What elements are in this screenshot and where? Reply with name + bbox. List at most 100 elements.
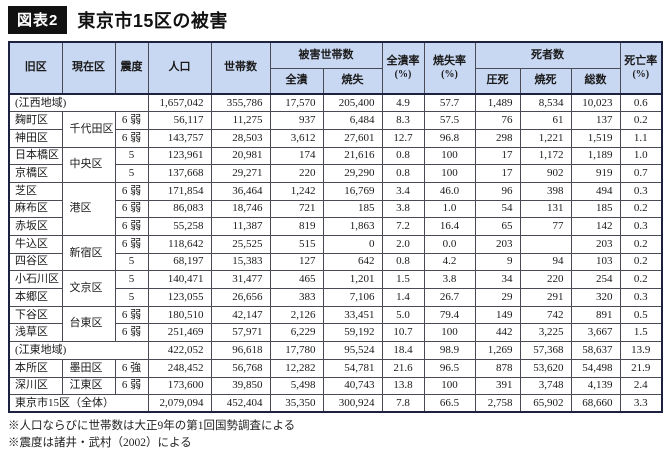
total-deaths-cell: 320	[570, 288, 621, 307]
population-cell: 1,657,042	[147, 93, 212, 113]
burn-rate-cell: 4.2	[423, 252, 476, 272]
burned-cell: 16,769	[322, 181, 383, 201]
old-ward-cell: 四谷区	[8, 252, 63, 272]
collapse-rate-cell: 2.0	[381, 235, 425, 254]
header-death-rate: 死亡率 (%)	[619, 41, 663, 95]
collapse-rate-cell: 3.8	[381, 199, 425, 219]
death-rate-cell: 0.3	[619, 217, 663, 236]
total-deaths-cell: 203	[570, 235, 621, 254]
old-ward-cell: 小石川区	[8, 270, 63, 290]
death-rate-cell: 0.2	[619, 252, 663, 272]
header-current-ward: 現在区	[61, 41, 116, 95]
death-rate-cell: 21.9	[619, 358, 663, 378]
burn-rate-cell: 98.9	[423, 341, 476, 360]
current-ward-cell: 文京区	[61, 270, 116, 307]
collapse-rate-cell: 1.5	[381, 270, 425, 290]
burn-rate-cell: 57.7	[423, 93, 476, 113]
header-crushed: 圧死	[474, 67, 521, 95]
crushed-deaths-cell: 203	[474, 235, 521, 254]
burned-deaths-cell: 3,225	[519, 323, 572, 343]
intensity-cell: 6 弱	[114, 376, 149, 396]
households-cell: 29,271	[210, 164, 271, 183]
burned-cell: 1,863	[322, 217, 383, 236]
current-ward-cell: 中央区	[61, 146, 116, 183]
population-cell: 56,117	[147, 111, 212, 130]
crushed-deaths-cell: 29	[474, 288, 521, 307]
collapsed-cell: 1,242	[269, 181, 324, 201]
burned-cell: 95,524	[322, 341, 383, 360]
header-old-ward: 旧区	[8, 41, 63, 95]
population-cell: 140,471	[147, 270, 212, 290]
collapse-rate-pct: (%)	[394, 69, 412, 80]
intensity-cell: 6 弱	[114, 128, 149, 148]
old-ward-cell: 浅草区	[8, 323, 63, 343]
collapse-rate-cell: 0.8	[381, 164, 425, 183]
table-row: 芝区 港区 6 弱 171,854 36,464 1,242 16,769 3.4 46.0 96…	[8, 181, 663, 237]
collapse-rate-cell: 1.4	[381, 288, 425, 307]
population-cell: 422,052	[147, 341, 212, 360]
collapse-rate-cell: 10.7	[381, 323, 425, 343]
collapsed-cell: 5,498	[269, 376, 324, 396]
crushed-deaths-cell: 17	[474, 164, 521, 183]
region-label-cell: 東京市15区（全体）	[8, 394, 149, 413]
death-rate-cell: 0.3	[619, 181, 663, 201]
death-rate-cell: 0.5	[619, 305, 663, 325]
total-deaths-cell: 142	[570, 217, 621, 236]
table-body: (江西地域) 1,657,042 355,786 17,570 205,400 4.9 57…	[8, 93, 663, 413]
collapse-rate-cell: 0.8	[381, 252, 425, 272]
summary-row: (江西地域) 1,657,042 355,786 17,570 205,400 4.9 57…	[8, 93, 663, 113]
header-intensity: 震度	[114, 41, 149, 95]
burned-deaths-cell: 65,902	[519, 394, 572, 413]
crushed-deaths-cell: 442	[474, 323, 521, 343]
current-ward-cell: 台東区	[61, 305, 116, 343]
crushed-deaths-cell: 65	[474, 217, 521, 236]
header-damaged-households: 被害世帯数	[269, 41, 383, 69]
old-ward-cell: 牛込区	[8, 235, 63, 254]
total-deaths-cell: 919	[570, 164, 621, 183]
burned-deaths-cell: 3,748	[519, 376, 572, 396]
collapsed-cell: 3,612	[269, 128, 324, 148]
crushed-deaths-cell: 9	[474, 252, 521, 272]
households-cell: 36,464	[210, 181, 271, 201]
burned-deaths-cell: 902	[519, 164, 572, 183]
burn-rate-cell: 57.5	[423, 111, 476, 130]
header-deaths: 死者数	[474, 41, 621, 69]
households-cell: 28,503	[210, 128, 271, 148]
table-row: 牛込区 新宿区 6 弱 118,642 25,525 515 0 2.0 0.0 203 203 0.…	[8, 234, 663, 272]
total-deaths-cell: 3,667	[570, 323, 621, 343]
burned-deaths-cell: 1,221	[519, 128, 572, 148]
burn-rate-cell: 79.4	[423, 305, 476, 325]
population-cell: 123,961	[147, 146, 212, 166]
intensity-cell: 5	[114, 270, 149, 290]
population-cell: 171,854	[147, 181, 212, 201]
death-rate-cell: 0.3	[619, 288, 663, 307]
death-rate-cell: 0.7	[619, 164, 663, 183]
intensity-cell: 5	[114, 146, 149, 166]
population-cell: 137,668	[147, 164, 212, 183]
burned-cell: 27,601	[322, 128, 383, 148]
population-cell: 2,079,094	[147, 394, 212, 413]
death-rate-label: 死亡率	[624, 54, 658, 67]
burned-deaths-cell	[519, 235, 572, 254]
collapse-rate-cell: 3.4	[381, 181, 425, 201]
death-rate-cell: 0.2	[619, 270, 663, 290]
collapsed-cell: 220	[269, 164, 324, 183]
intensity-cell: 6 弱	[114, 323, 149, 343]
old-ward-cell: 深川区	[8, 376, 63, 396]
burned-deaths-cell: 291	[519, 288, 572, 307]
death-rate-cell: 1.1	[619, 128, 663, 148]
header-households: 世帯数	[210, 41, 271, 95]
death-rate-cell: 2.4	[619, 376, 663, 396]
burn-rate-cell: 0.0	[423, 235, 476, 254]
header-collapsed: 全潰	[269, 67, 324, 95]
households-cell: 452,404	[210, 394, 271, 413]
burned-cell: 21,616	[322, 146, 383, 166]
households-cell: 31,477	[210, 270, 271, 290]
damage-table: 旧区 現在区 震度 人口 世帯数 被害世帯数 全潰率 (%) 焼失率 (%) 死者数…	[8, 41, 664, 414]
header-population: 人口	[147, 41, 212, 95]
crushed-deaths-cell: 1,489	[474, 93, 521, 113]
total-deaths-cell: 103	[570, 252, 621, 272]
death-rate-cell: 0.2	[619, 235, 663, 254]
burn-rate-cell: 46.0	[423, 181, 476, 201]
